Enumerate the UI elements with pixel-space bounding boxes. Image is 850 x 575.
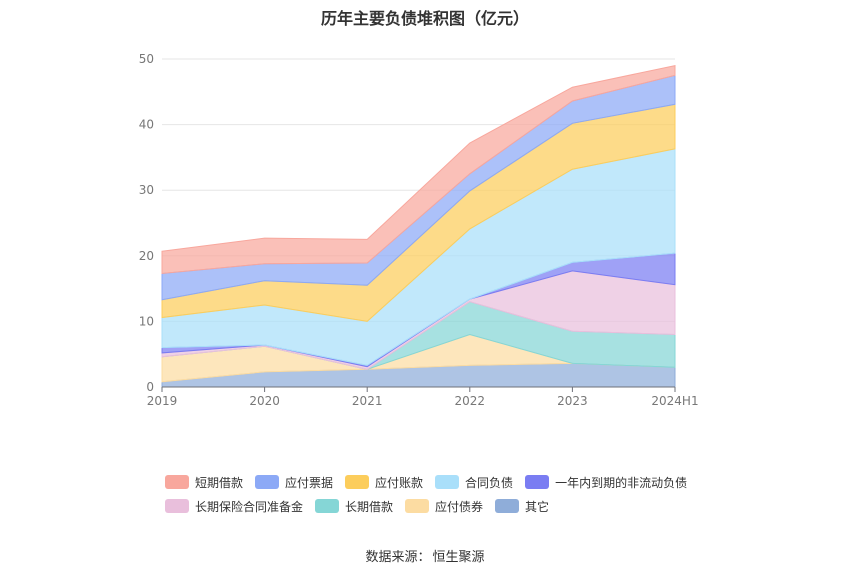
y-tick-label: 50 [139, 52, 154, 66]
legend: 短期借款 应付票据 应付账款 合同负债 一年内到期的非流动负债 长期保险合同准备金 长期借… [165, 470, 725, 518]
x-tick-label: 2022 [455, 394, 486, 408]
legend-item[interactable]: 长期借款 [315, 498, 393, 515]
data-source-label: 数据来源： [365, 550, 431, 565]
x-tick-label: 2020 [249, 394, 280, 408]
legend-label: 应付账款 [375, 475, 424, 490]
x-tick-label: 2024H1 [651, 394, 698, 408]
legend-item[interactable]: 其它 [495, 498, 549, 515]
x-tick-label: 2023 [557, 394, 588, 408]
legend-item[interactable]: 长期保险合同准备金 [165, 498, 303, 515]
legend-swatch [165, 499, 189, 513]
legend-label: 应付债券 [435, 499, 484, 514]
legend-swatch [405, 499, 430, 513]
data-source: 数据来源： 恒生聚源 [0, 546, 850, 565]
y-tick-label: 0 [146, 380, 154, 394]
legend-item[interactable]: 短期借款 [165, 474, 243, 491]
legend-item[interactable]: 一年内到期的非流动负债 [525, 474, 687, 491]
legend-label: 其它 [525, 499, 550, 514]
legend-swatch [255, 475, 280, 489]
legend-label: 长期借款 [345, 499, 394, 514]
legend-label: 应付票据 [285, 475, 334, 490]
legend-item[interactable]: 应付票据 [255, 474, 333, 491]
legend-row-2: 长期保险合同准备金 长期借款 应付债券 其它 [165, 494, 725, 518]
legend-label: 短期借款 [195, 475, 244, 490]
y-tick-label: 30 [139, 183, 154, 197]
chart-title: 历年主要负债堆积图（亿元） [320, 9, 529, 28]
x-tick-label: 2021 [352, 394, 383, 408]
legend-swatch [165, 475, 189, 489]
legend-label: 合同负债 [465, 475, 514, 490]
legend-item[interactable]: 合同负债 [435, 474, 513, 491]
data-source-value: 恒生聚源 [432, 550, 485, 565]
y-tick-label: 20 [139, 249, 154, 263]
legend-label: 一年内到期的非流动负债 [555, 475, 688, 490]
legend-swatch [525, 475, 550, 489]
y-tick-label: 40 [139, 118, 154, 132]
legend-label: 长期保险合同准备金 [195, 499, 304, 514]
legend-swatch [495, 499, 520, 513]
y-tick-label: 10 [139, 314, 154, 328]
x-tick-label: 2019 [147, 394, 178, 408]
legend-swatch [345, 475, 370, 489]
legend-item[interactable]: 应付债券 [405, 498, 483, 515]
legend-item[interactable]: 应付账款 [345, 474, 423, 491]
area-series-8 [161, 64, 676, 275]
area-layer [161, 64, 676, 388]
axis-layer: 0 10 20 30 40 50 2019 2020 2021 2022 2023 2024H1 [139, 52, 699, 408]
legend-row-1: 短期借款 应付票据 应付账款 合同负债 一年内到期的非流动负债 [165, 470, 725, 494]
legend-swatch [315, 499, 340, 513]
legend-swatch [435, 475, 460, 489]
